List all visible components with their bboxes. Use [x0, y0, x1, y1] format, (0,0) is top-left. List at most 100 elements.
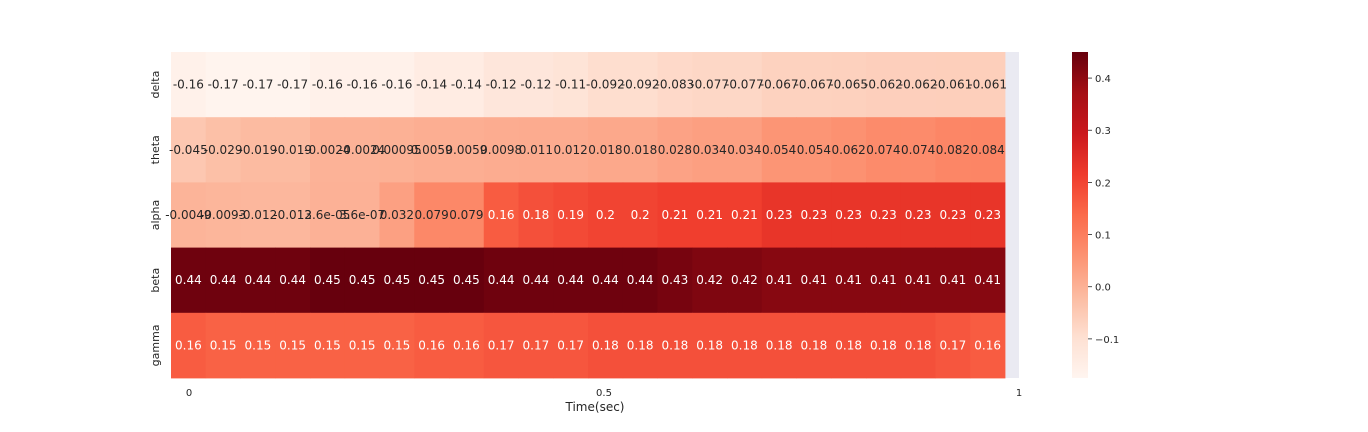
heatmap-cell — [900, 312, 936, 379]
heatmap-cell — [622, 182, 658, 248]
cell-value-label: 0.44 — [488, 273, 515, 287]
cell-value-label: 0.00095 — [372, 143, 422, 157]
cell-value-label: 0.44 — [279, 273, 306, 287]
heatmap-cell — [692, 52, 728, 118]
heatmap-cell — [796, 52, 832, 118]
cell-value-label: -0.077 — [690, 78, 729, 92]
cell-value-label: -0.14 — [416, 78, 447, 92]
heatmap-cell — [449, 247, 485, 314]
heatmap-cell — [796, 312, 832, 379]
cell-value-label: 0.45 — [384, 273, 411, 287]
heatmap-cell — [518, 247, 554, 314]
heatmap-cell — [588, 247, 624, 314]
cell-value-label: 0.21 — [662, 208, 689, 222]
cell-value-label: 0.15 — [384, 338, 411, 352]
heatmap-cell — [379, 117, 415, 183]
padding-strip — [1005, 52, 1019, 378]
heatmap-cell — [622, 117, 658, 183]
heatmap-cell — [657, 182, 693, 248]
heatmap-cell — [275, 117, 311, 183]
heatmap-cell — [622, 247, 658, 314]
cell-value-label: -0.012 — [239, 208, 278, 222]
cell-value-label: 0.2 — [596, 208, 615, 222]
heatmap-cell — [171, 247, 207, 314]
heatmap-cell — [970, 117, 1006, 183]
heatmap-cell — [935, 117, 971, 183]
heatmap-cell — [970, 247, 1006, 314]
heatmap-cell — [171, 312, 207, 379]
heatmap-cell — [692, 247, 728, 314]
cell-value-label: -0.061 — [934, 78, 973, 92]
heatmap-cell — [796, 182, 832, 248]
heatmap-cell — [622, 52, 658, 118]
cell-value-label: 0.0059 — [411, 143, 453, 157]
cell-value-label: 0.034 — [692, 143, 726, 157]
cell-value-label: -0.12 — [486, 78, 517, 92]
cell-value-label: 0.18 — [627, 338, 654, 352]
cell-value-label: 0.074 — [866, 143, 900, 157]
cell-value-label: -0.12 — [520, 78, 551, 92]
heatmap-cell — [831, 312, 867, 379]
heatmap-cell — [900, 117, 936, 183]
cell-value-label: -0.092 — [586, 78, 625, 92]
heatmap-cell — [553, 182, 589, 248]
colorbar-tick-label: −0.1 — [1095, 335, 1119, 346]
cell-value-label: 0.21 — [696, 208, 723, 222]
heatmap-cell — [483, 182, 519, 248]
cell-value-label: -0.16 — [347, 78, 378, 92]
cell-value-label: 0.16 — [488, 208, 515, 222]
heatmap-cell — [831, 182, 867, 248]
row-label-gamma: gamma — [149, 324, 162, 366]
heatmap-cell — [935, 247, 971, 314]
cell-value-label: 0.44 — [210, 273, 237, 287]
cell-value-label: 0.034 — [727, 143, 761, 157]
heatmap-cell — [414, 247, 450, 314]
heatmap-cell — [205, 312, 241, 379]
cell-value-label: 0.2 — [631, 208, 650, 222]
cell-value-label: 0.18 — [731, 338, 758, 352]
heatmap-cell — [727, 117, 763, 183]
heatmap-cell — [205, 182, 241, 248]
cell-value-label: 0.079 — [449, 208, 483, 222]
cell-value-label: 0.012 — [553, 143, 587, 157]
heatmap-cell — [588, 52, 624, 118]
cell-value-label: 0.44 — [627, 273, 654, 287]
heatmap-cell — [761, 182, 797, 248]
heatmap-cell — [171, 117, 207, 183]
heatmap-cell — [553, 312, 589, 379]
cell-value-label: -0.16 — [381, 78, 412, 92]
cell-value-label: 0.018 — [588, 143, 622, 157]
heatmap-cell — [344, 117, 380, 183]
cell-value-label: 0.15 — [245, 338, 272, 352]
cell-value-label: 0.41 — [974, 273, 1001, 287]
cell-value-label: 3.6e-07 — [339, 208, 385, 222]
heatmap-cell — [761, 312, 797, 379]
cell-value-label: 0.18 — [870, 338, 897, 352]
heatmap-cell — [866, 312, 902, 379]
heatmap-cell — [935, 312, 971, 379]
cell-value-label: -0.029 — [204, 143, 243, 157]
heatmap-cell — [553, 52, 589, 118]
heatmap-cell — [657, 52, 693, 118]
heatmap-cell — [344, 52, 380, 118]
heatmap-cell — [483, 247, 519, 314]
heatmap-cell — [344, 247, 380, 314]
heatmap-cell — [657, 247, 693, 314]
colorbar-tick-label: 0.1 — [1095, 231, 1111, 242]
heatmap-cell — [935, 52, 971, 118]
cell-value-label: -0.17 — [242, 78, 273, 92]
cell-value-label: -0.019 — [239, 143, 278, 157]
cell-value-label: -0.14 — [451, 78, 482, 92]
heatmap-cell — [727, 247, 763, 314]
cell-value-label: 0.15 — [279, 338, 306, 352]
cell-value-label: 0.18 — [905, 338, 932, 352]
cell-value-label: 0.23 — [835, 208, 862, 222]
heatmap-cell — [240, 182, 276, 248]
cell-value-label: -0.067 — [760, 78, 799, 92]
cell-value-label: -0.083 — [656, 78, 695, 92]
heatmap-cell — [831, 247, 867, 314]
right-padding-strip — [1005, 52, 1019, 378]
cell-value-label: -0.11 — [555, 78, 586, 92]
colorbar-tick-label: 0.3 — [1095, 126, 1111, 137]
heatmap-cell — [761, 117, 797, 183]
